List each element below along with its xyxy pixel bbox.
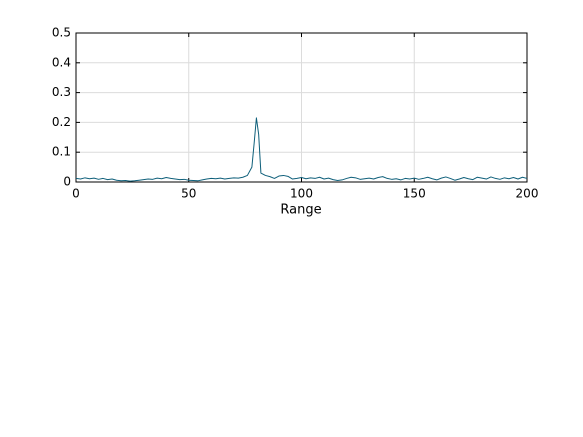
y-tick-label: 0.3 (52, 85, 71, 99)
data-line (75, 117, 528, 182)
y-tick-label: 0 (63, 175, 71, 189)
y-tick-label: 0.4 (52, 55, 71, 69)
x-tick-label: 50 (181, 187, 196, 201)
x-tick-label: 100 (290, 187, 313, 201)
y-tick-label: 0.2 (52, 115, 71, 129)
x-axis-label: Range (280, 203, 321, 218)
y-tick-label: 0.5 (52, 26, 71, 40)
x-tick-label: 200 (516, 187, 539, 201)
x-tick-label: 150 (403, 187, 426, 201)
x-tick-label: 0 (72, 187, 80, 201)
y-tick-label: 0.1 (52, 145, 71, 159)
plot-frame (75, 32, 528, 183)
